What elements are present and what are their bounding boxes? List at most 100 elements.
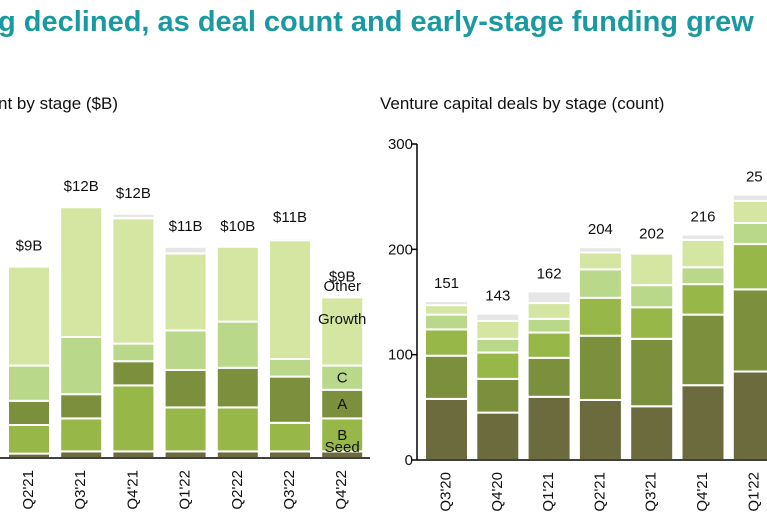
bar-segment-q4-21-other [680, 233, 726, 241]
x-tick-label: Q3'22 [281, 470, 298, 510]
bar-segment-q4-21-b [111, 384, 156, 453]
bar-segment-q1-21-b [526, 331, 572, 359]
x-tick-label: Q3'21 [72, 470, 89, 510]
bar-segment-q4-21-other [111, 212, 156, 220]
bar-segment-q4-20-growth [475, 319, 521, 340]
bar-total-label: $12B [64, 178, 99, 195]
bar-total-label: 204 [588, 221, 613, 238]
bar-segment-q4-20-other [475, 312, 521, 322]
bar-total-label: $11B [273, 209, 307, 226]
x-tick-label: Q3'21 [643, 472, 660, 512]
bar-total-label: 162 [537, 265, 562, 282]
bar-total-label: $10B [220, 218, 255, 235]
bar-segment-q2-21-growth [577, 251, 623, 271]
bar-total-label: 216 [690, 209, 715, 226]
bar-segment-q3-20-growth [424, 304, 469, 316]
bar-segment-q4-20-a [475, 377, 521, 414]
bar-total-label: $9B [16, 238, 43, 255]
bar-segment-q1-22-seed [731, 370, 767, 461]
bar-segment-q4-21-seed [680, 384, 726, 462]
bar-segment-q3-20-b [424, 328, 469, 357]
bar-segment-q4-21-growth [680, 238, 726, 269]
x-tick-label: Q2'22 [229, 470, 246, 510]
bar-segment-q4-22-growth [320, 296, 365, 367]
bar-segment-q3-21-seed [629, 405, 675, 461]
bar-segment-q3-22-a [268, 375, 312, 424]
bar-total-label: 143 [485, 288, 510, 305]
bar-segment-q1-22-other [163, 245, 208, 255]
y-tick-label: 200 [388, 241, 413, 258]
bar-segment-q4-20-b [475, 351, 521, 380]
bar-total-label: $9B [329, 268, 356, 285]
bar-segment-q3-20-seed [424, 397, 469, 462]
bar-segment-q3-21-c [59, 336, 104, 396]
x-tick-label: Q3'20 [438, 472, 455, 512]
segment-label-c: C [337, 370, 348, 387]
bar-total-label: 25 [746, 169, 763, 186]
bar-segment-q1-21-c [526, 317, 572, 334]
x-tick-label: Q1'22 [745, 472, 762, 512]
y-tick-label: 300 [388, 136, 413, 153]
bar-segment-q4-21-c [111, 342, 156, 363]
left-chart-funding: $9B Q2'21 $12B Q3'21 $12B Q4'21 $11B Q1'22 $10B Q… [0, 178, 370, 510]
bar-segment-q1-22-b [731, 243, 767, 291]
bar-segment-q2-21-other [577, 246, 623, 254]
x-tick-label: Q4'20 [489, 472, 506, 512]
bar-segment-q3-21-b [59, 417, 104, 453]
bar-segment-q1-22-a [731, 288, 767, 373]
bar-segment-q3-22-growth [268, 239, 312, 360]
bar-segment-q1-22-other [731, 193, 767, 202]
bar-segment-q2-21-a [577, 334, 623, 401]
bar-total-label: 151 [434, 275, 459, 292]
bar-segment-q1-21-growth [526, 302, 572, 320]
bar-segment-q1-21-other [526, 290, 572, 305]
bar-total-label: $11B [169, 218, 203, 235]
bar-segment-q2-22-b [215, 406, 260, 453]
segment-label-growth: Growth [318, 311, 366, 328]
bar-segment-q4-20-c [475, 337, 521, 354]
bar-segment-q1-22-b [163, 406, 208, 453]
y-tick-label: 100 [388, 347, 413, 364]
y-tick-label: 0 [405, 452, 413, 469]
bar-segment-q4-21-a [111, 360, 156, 387]
bar-segment-q2-21-growth [7, 265, 51, 367]
bar-segment-q4-21-a [680, 313, 726, 387]
bar-segment-q4-21-c [680, 266, 726, 286]
bar-segment-q1-21-a [526, 356, 572, 398]
bar-segment-q1-22-c [163, 329, 208, 371]
x-tick-label: Q4'21 [694, 472, 711, 512]
x-tick-label: Q4'21 [124, 470, 141, 510]
bar-segment-q1-22-a [163, 369, 208, 409]
bar-segment-q1-22-growth [163, 252, 208, 332]
bar-segment-q4-20-seed [475, 411, 521, 462]
bar-segment-q1-22-growth [731, 199, 767, 225]
bar-segment-q2-21-b [577, 296, 623, 337]
x-tick-label: Q2'21 [591, 472, 608, 512]
bar-segment-q2-21-c [7, 364, 51, 402]
bar-segment-q2-21-b [7, 424, 51, 455]
bar-segment-q3-22-c [268, 358, 312, 378]
bar-segment-q4-21-b [680, 283, 726, 316]
bar-segment-q3-21-other [629, 250, 675, 255]
left-chart-title: nt by stage ($B) [0, 94, 119, 113]
bar-segment-q2-22-growth [215, 245, 260, 323]
bar-segment-q1-21-seed [526, 395, 572, 461]
bar-segment-q3-21-a [629, 337, 675, 408]
bar-total-label: 202 [639, 225, 664, 242]
bar-segment-q3-21-a [59, 393, 104, 420]
bar-total-label: $12B [116, 185, 151, 202]
bar-segment-q3-22-b [268, 421, 312, 453]
bar-segment-q2-21-a [7, 399, 51, 426]
x-tick-label: Q1'22 [177, 470, 194, 510]
bar-segment-q1-22-c [731, 222, 767, 246]
bar-segment-q4-21-growth [111, 217, 156, 345]
right-chart-title: Venture capital deals by stage (count) [380, 94, 665, 113]
bar-segment-q3-21-b [629, 306, 675, 340]
x-tick-label: Q4'22 [333, 470, 350, 510]
bar-segment-q3-21-c [629, 284, 675, 309]
bar-segment-q3-20-c [424, 313, 469, 331]
segment-label-b: B [337, 427, 347, 444]
bar-segment-q3-22-other [268, 237, 312, 242]
bar-segment-q2-21-c [577, 268, 623, 299]
bar-segment-q2-21-seed [577, 398, 623, 461]
